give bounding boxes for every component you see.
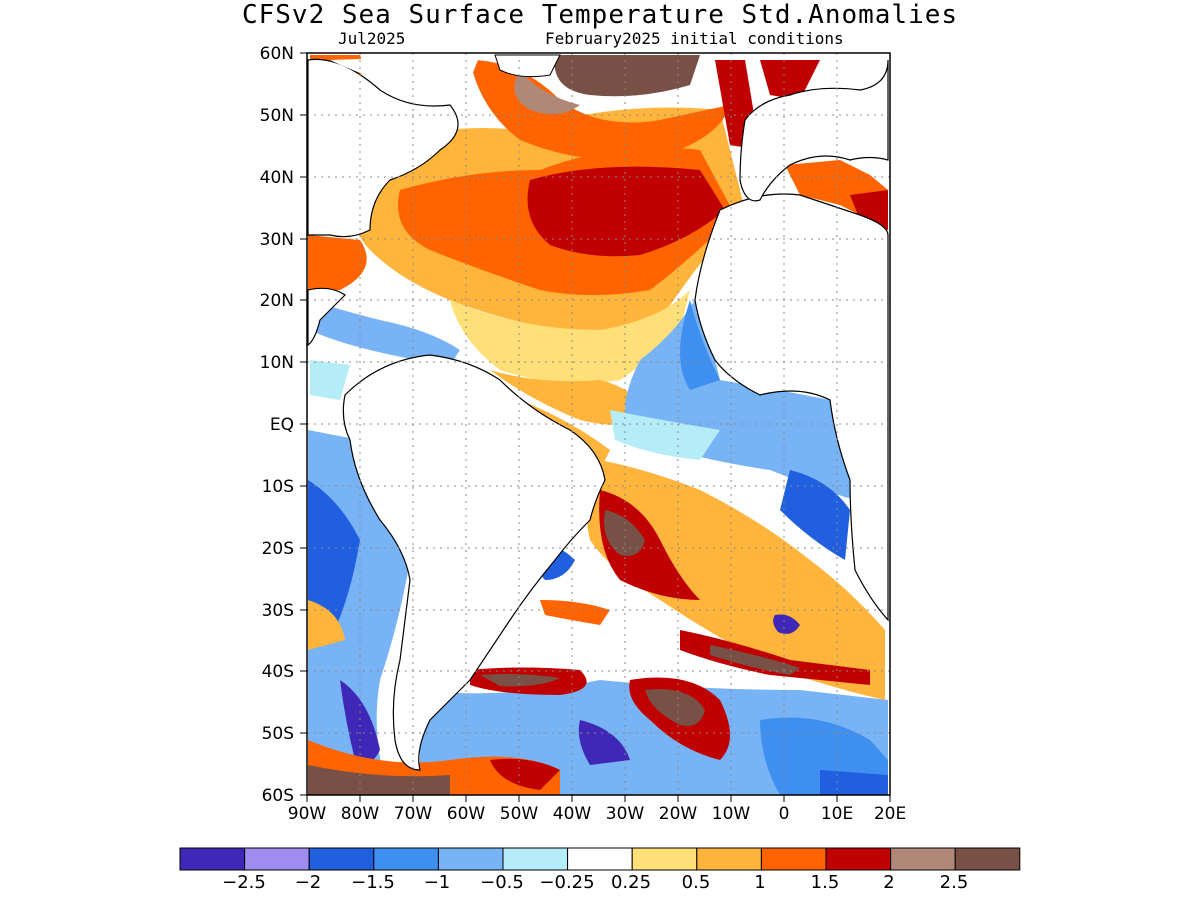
south-america-land [342,354,606,771]
lat-label: 30S [261,601,294,621]
initial-conditions: February2025 initial conditions [545,29,844,48]
colorbar-label: 2.5 [939,872,969,893]
lat-label: 40N [259,168,294,188]
lat-label: 60N [259,44,294,64]
colorbar-label: −2 [294,872,322,893]
lon-label: 0 [778,804,790,824]
lon-label: 40W [552,804,592,824]
lat-label: 10N [259,353,294,373]
lon-label: 80W [340,804,380,824]
colorbar-label: 0.25 [610,872,652,893]
colorbar-swatch [567,847,633,871]
colorbar-label: 2 [883,872,895,893]
lat-label: 30N [259,230,294,250]
greenland-land [494,54,561,78]
colorbar-swatch [760,847,827,871]
map-title: CFSv2 Sea Surface Temperature Std.Anomal… [241,0,959,30]
lon-label: 90W [287,804,327,824]
central-america-land [307,287,346,347]
colorbar-label: −1.5 [351,872,395,893]
colorbar-swatch [631,847,698,871]
colorbar-swatch [373,847,439,871]
lat-label: 20N [259,291,294,311]
caribbean-cool [310,300,460,365]
lat-label: 10S [261,477,294,497]
south-atlantic-warm-tongue [586,460,885,700]
colorbar-label: −0.5 [480,872,524,893]
lat-label: 40S [261,662,294,682]
colorbar-label: −0.25 [539,872,595,893]
lon-label: 20E [873,804,907,824]
south-atlantic-brown-patch [604,510,645,556]
north-atlantic-extreme-warm [527,166,725,257]
colorbar-label: 1.5 [810,872,840,893]
colorbar-label: 0.5 [681,872,711,893]
lon-label: 20W [658,804,698,824]
lat-label: EQ [269,415,294,435]
colorbar-swatch [502,847,569,871]
colorbar-swatch [696,847,762,871]
north-atlantic-brown-patch [554,55,700,97]
lon-label: 60W [446,804,486,824]
north-america-land [307,58,459,238]
colorbar-swatch [437,847,504,871]
lon-label: 10E [820,804,854,824]
lon-label: 30W [605,804,645,824]
lat-label: 60S [261,786,294,806]
forecast-month: Jul2025 [338,29,406,48]
colorbar [179,847,1021,871]
lat-label: 50N [259,106,294,126]
lon-label: 10W [711,804,751,824]
lon-label: 50W [499,804,539,824]
europe-land [739,59,889,202]
colorbar-label: −2.5 [222,872,266,893]
colorbar-swatch [890,847,956,871]
lat-label: 20S [261,539,294,559]
colorbar-swatch [244,847,310,871]
colorbar-swatch [954,847,1021,871]
axis-ticks [300,52,891,802]
anomaly-field [307,53,890,795]
lon-label: 70W [393,804,433,824]
colorbar-swatch [308,847,375,871]
colorbar-label: 1 [754,872,766,893]
tropical-north-atlantic-warm [450,290,690,384]
colorbar-swatch [825,847,892,871]
lat-label: 50S [261,724,294,744]
colorbar-swatch [179,847,246,871]
grid-lines [307,53,890,795]
colorbar-label: −1 [423,872,451,893]
